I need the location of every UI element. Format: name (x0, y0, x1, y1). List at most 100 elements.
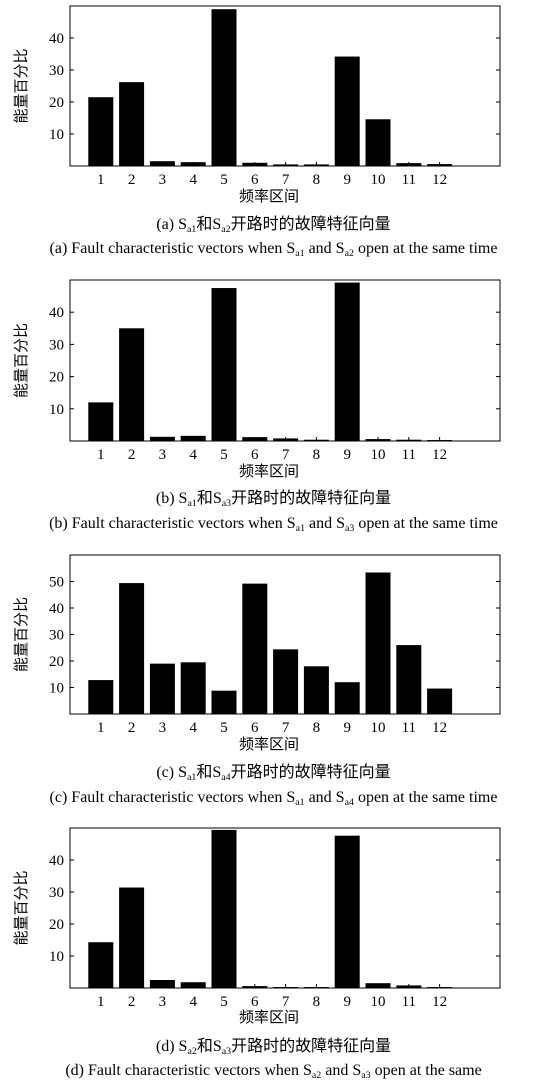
bar-9 (334, 56, 360, 167)
bar-10 (365, 119, 391, 166)
caption-cn: (b) Sa1和Sa3开路时的故障特征向量 (156, 489, 391, 509)
y-tick-label: 30 (49, 885, 64, 901)
caption-subscript: a1 (187, 224, 196, 235)
x-tick-label: 5 (220, 447, 228, 463)
caption-cn: (c) Sa1和Sa4开路时的故障特征向量 (156, 763, 390, 783)
caption-subscript: a2 (345, 248, 354, 259)
x-tick-label: 6 (251, 994, 259, 1010)
x-tick-label: 1 (97, 447, 105, 463)
x-tick-label: 2 (128, 447, 136, 463)
y-tick-label: 30 (49, 63, 64, 79)
x-tick-label: 9 (343, 720, 351, 736)
x-tick-label: 9 (343, 447, 351, 463)
bar-5 (211, 690, 237, 714)
bar-1 (88, 402, 114, 441)
caption-subscript: a1 (187, 772, 196, 783)
bar-2 (119, 328, 145, 441)
caption-text: (c) Fault characteristic vectors when S (50, 789, 296, 806)
bar-5 (211, 9, 237, 167)
x-tick-label: 10 (371, 172, 386, 188)
x-tick-label: 10 (371, 994, 386, 1010)
x-axis-label: 频率区间 (239, 462, 299, 480)
x-tick-label: 1 (97, 172, 105, 188)
caption-text: 和S (197, 1037, 222, 1055)
caption-text: (a) Fault characteristic vectors when S (50, 240, 296, 257)
x-tick-label: 11 (402, 720, 416, 736)
caption-text: open at the same time (354, 515, 498, 532)
bar-12 (427, 688, 453, 714)
x-tick-label: 2 (128, 720, 136, 736)
caption-subscript: a4 (345, 797, 354, 808)
x-tick-label: 12 (432, 720, 447, 736)
bar-2 (119, 887, 145, 988)
x-tick-label: 5 (220, 720, 228, 736)
x-tick-label: 3 (159, 720, 167, 736)
x-tick-label: 6 (251, 172, 259, 188)
caption-text: and S (305, 240, 345, 257)
y-tick-label: 10 (49, 949, 64, 965)
bar-1 (88, 942, 114, 988)
bar-10 (365, 572, 391, 714)
x-tick-label: 11 (402, 447, 416, 463)
caption-text: and S (305, 515, 345, 532)
bar-9 (334, 282, 360, 441)
caption-subscript: a1 (187, 498, 196, 509)
x-tick-label: 7 (282, 172, 290, 188)
x-tick-label: 5 (220, 994, 228, 1010)
x-tick-label: 10 (371, 720, 386, 736)
x-tick-label: 1 (97, 994, 105, 1010)
bar-11 (396, 645, 422, 714)
caption-subscript: a1 (295, 797, 304, 808)
y-tick-label: 40 (49, 601, 64, 617)
bar-4 (180, 662, 206, 714)
caption-en: (a) Fault characteristic vectors when Sa… (50, 240, 498, 259)
caption-subscript: a4 (221, 772, 230, 783)
caption-text: 和S (196, 763, 221, 781)
caption-text: 和S (197, 489, 222, 507)
x-tick-label: 3 (159, 994, 167, 1010)
x-tick-label: 4 (189, 720, 197, 736)
x-tick-label: 4 (189, 447, 197, 463)
x-tick-label: 8 (313, 172, 321, 188)
bar-5 (211, 288, 237, 441)
x-tick-label: 8 (313, 720, 321, 736)
caption-cn: (a) Sa1和Sa2开路时的故障特征向量 (156, 215, 390, 235)
x-tick-label: 4 (189, 172, 197, 188)
x-axis-label: 频率区间 (239, 187, 299, 205)
x-tick-label: 6 (251, 447, 259, 463)
caption-text: 开路时的故障特征向量 (231, 1037, 391, 1055)
y-tick-label: 40 (49, 31, 64, 47)
caption-subscript: a3 (222, 1046, 231, 1057)
caption-subscript: a3 (361, 1070, 370, 1081)
x-tick-label: 7 (282, 994, 290, 1010)
x-tick-label: 9 (343, 994, 351, 1010)
bar-9 (334, 682, 360, 714)
caption-subscript: a2 (187, 1046, 196, 1057)
x-tick-label: 10 (371, 447, 386, 463)
x-tick-label: 12 (432, 447, 447, 463)
caption-subscript: a2 (221, 224, 230, 235)
x-tick-label: 8 (313, 994, 321, 1010)
x-tick-label: 2 (128, 172, 136, 188)
x-tick-label: 11 (402, 994, 416, 1010)
y-tick-label: 30 (49, 337, 64, 353)
caption-text: (a) S (156, 216, 187, 233)
caption-text: open at the same time (354, 789, 498, 806)
y-tick-label: 30 (49, 628, 64, 644)
y-axis-label: 能量百分比 (12, 870, 30, 945)
caption-en: (d) Fault characteristic vectors when S a… (65, 1062, 481, 1081)
bar-6 (242, 583, 268, 714)
y-tick-label: 20 (49, 654, 64, 670)
caption-text: and S (321, 1062, 361, 1079)
x-axis-label: 频率区间 (239, 1008, 299, 1026)
caption-subscript: a1 (295, 248, 304, 259)
bar-8 (303, 666, 329, 714)
x-tick-label: 2 (128, 994, 136, 1010)
caption-text: (d) Fault characteristic vectors when S (65, 1062, 312, 1079)
y-axis-label: 能量百分比 (12, 597, 30, 672)
y-tick-label: 50 (49, 575, 64, 591)
caption-subscript: a3 (222, 498, 231, 509)
